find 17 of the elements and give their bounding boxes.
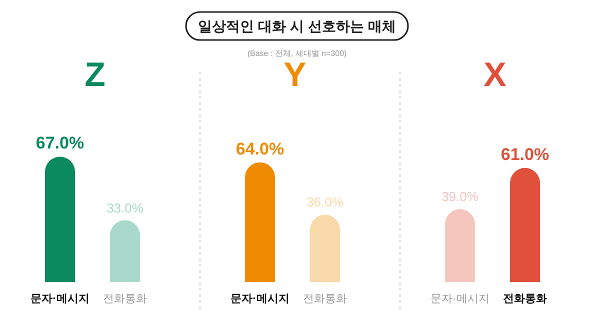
x-tick-label: 전화통화 (503, 293, 547, 305)
data-label: 39.0% (442, 189, 479, 204)
x-tick-label: 전화통화 (303, 293, 347, 305)
data-label: 36.0% (306, 194, 344, 210)
data-label: 67.0% (36, 134, 84, 153)
chart-title: Z (84, 56, 106, 94)
x-tick-label: 전화통화 (103, 293, 147, 305)
text: (Base : 전체, 세대별 n=300) (247, 49, 348, 58)
x-tick-label: 문자·메시지 (30, 293, 90, 305)
x-tick-label: 문자·메시지 (430, 293, 490, 305)
data-label: 64.0% (236, 139, 284, 158)
data-label: 33.0% (106, 200, 144, 216)
x-tick-label: 문자·메시지 (230, 293, 290, 305)
data-label: 61.0% (500, 144, 550, 164)
chart-title: Y (284, 56, 307, 94)
text: 일상적인 대화 시 선호하는 매체 (198, 18, 396, 34)
chart-title: X (484, 56, 507, 94)
